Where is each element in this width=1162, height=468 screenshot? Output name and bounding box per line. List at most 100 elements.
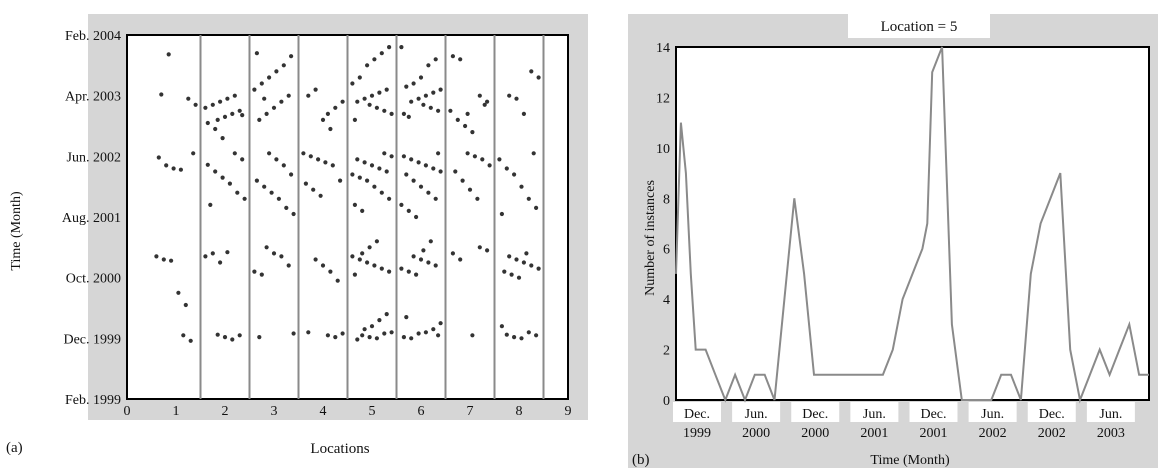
data-point	[409, 157, 414, 162]
data-point	[534, 333, 539, 338]
y-tick-label: Jun. 2002	[67, 150, 121, 165]
x-tick-label-month: Dec.	[684, 407, 710, 422]
data-point	[254, 178, 259, 183]
data-point	[389, 111, 394, 116]
data-point	[485, 248, 490, 253]
data-point	[220, 175, 225, 180]
x-tick-label-year: 2002	[1038, 426, 1066, 441]
data-point	[203, 105, 208, 110]
x-tick-box	[968, 402, 1017, 422]
x-tick-label-year: 1999	[683, 426, 711, 441]
x-tick-label-month: Jun.	[981, 407, 1004, 422]
chart-a-y-tick-labels: Feb. 1999 Dec. 1999 Oct. 2000 Aug. 2001 Jun.…	[62, 29, 121, 408]
data-point	[426, 63, 431, 68]
data-point	[220, 136, 225, 141]
chart-a-x-axis-label: Locations	[310, 441, 369, 457]
data-point	[460, 178, 465, 183]
data-point	[205, 162, 210, 167]
data-point	[360, 333, 365, 338]
data-point	[414, 214, 419, 220]
data-point	[271, 251, 277, 256]
data-point	[384, 312, 389, 317]
data-point	[369, 163, 375, 168]
data-point	[450, 54, 455, 59]
data-point	[499, 324, 504, 329]
data-point	[240, 113, 245, 118]
data-point	[487, 163, 492, 168]
x-tick-box	[673, 402, 721, 422]
data-point	[438, 169, 443, 174]
chart-a-panel-label: (a)	[6, 440, 23, 456]
data-point	[325, 333, 330, 338]
data-point	[511, 335, 517, 340]
data-point	[507, 93, 512, 98]
data-point	[166, 52, 171, 57]
data-point	[389, 154, 394, 159]
x-tick-box	[791, 402, 840, 422]
data-point	[350, 81, 355, 86]
data-point	[421, 248, 426, 253]
data-point	[311, 187, 316, 192]
data-point	[406, 114, 411, 119]
data-point	[367, 102, 372, 107]
x-tick-box	[1027, 402, 1076, 422]
data-point	[205, 120, 210, 126]
y-tick-label: Feb. 2004	[65, 29, 121, 44]
data-point	[193, 102, 198, 107]
x-tick-label-month: Dec.	[1039, 407, 1065, 422]
x-tick-label-year: 2002	[979, 426, 1007, 441]
data-point	[176, 290, 181, 295]
data-point	[271, 105, 277, 110]
data-point	[499, 211, 504, 217]
data-point	[455, 117, 460, 122]
data-point	[232, 151, 237, 156]
data-point	[372, 184, 377, 189]
y-tick-label: 2	[663, 344, 670, 359]
data-point	[284, 205, 289, 210]
data-point	[360, 208, 365, 213]
data-point	[514, 257, 519, 262]
data-point	[529, 263, 534, 268]
data-point	[365, 260, 370, 265]
data-point	[289, 54, 294, 59]
y-tick-label: Oct. 2000	[66, 272, 121, 287]
x-tick-label: 8	[516, 404, 523, 419]
data-point	[436, 108, 441, 113]
data-point	[313, 257, 318, 262]
data-point	[267, 151, 272, 156]
data-point	[467, 187, 473, 192]
x-tick-label-month: Dec.	[920, 407, 946, 422]
data-point	[526, 330, 531, 335]
data-point	[291, 331, 296, 336]
data-point	[502, 269, 507, 274]
y-tick-label: Feb. 1999	[65, 393, 121, 408]
data-point	[384, 87, 389, 92]
data-point	[369, 324, 375, 329]
chart-b-series-line	[675, 46, 1149, 404]
x-tick-label-month: Jun.	[1099, 407, 1122, 422]
data-point	[333, 105, 338, 110]
data-point	[431, 166, 436, 171]
x-tick-label-year: 2001	[860, 426, 888, 441]
data-point	[362, 96, 367, 101]
data-point	[519, 184, 524, 189]
data-point	[225, 250, 230, 255]
data-point	[387, 196, 392, 201]
data-point	[448, 108, 453, 113]
data-point	[186, 96, 191, 101]
data-point	[423, 330, 428, 335]
data-point	[362, 160, 367, 165]
data-point	[291, 211, 296, 217]
data-point	[257, 117, 262, 122]
data-point	[536, 266, 541, 271]
data-point	[232, 93, 237, 98]
chart-b-y-tick-labels: 0 2 4 6 8 10 12 14	[656, 41, 670, 409]
data-point	[379, 51, 384, 56]
data-point	[213, 169, 218, 174]
x-tick-label-month: Jun.	[863, 407, 886, 422]
data-point	[178, 167, 183, 172]
data-point	[338, 178, 343, 183]
data-point	[399, 45, 404, 50]
data-point	[367, 335, 372, 340]
data-point	[369, 93, 375, 98]
